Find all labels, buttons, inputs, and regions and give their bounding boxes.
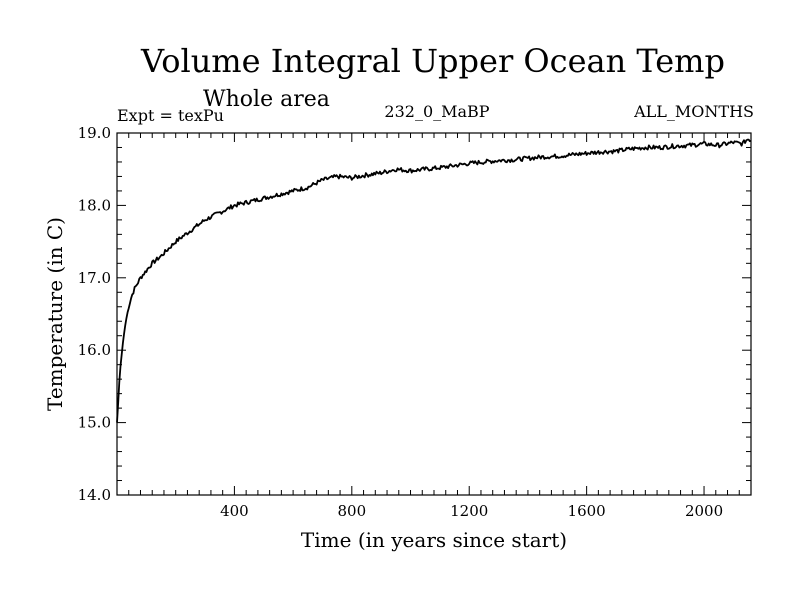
series-line [116, 138, 752, 423]
chart-subtitle: Whole area [203, 87, 330, 112]
y-tick-label: 15.0 [78, 414, 111, 432]
y-tick-label: 19.0 [78, 124, 111, 142]
x-tick-label: 1600 [568, 502, 606, 520]
y-tick-label: 18.0 [78, 196, 111, 214]
y-tick-label: 14.0 [78, 486, 111, 504]
y-tick-label: 17.0 [78, 269, 111, 287]
experiment-label: Expt = texPu [117, 106, 224, 125]
y-axis-label: Temperature (in C) [43, 217, 67, 411]
x-tick-label: 1200 [450, 502, 488, 520]
x-tick-label: 400 [220, 502, 249, 520]
x-tick-label: 800 [337, 502, 366, 520]
x-axis-label: Time (in years since start) [301, 528, 567, 552]
y-tick-label: 16.0 [78, 341, 111, 359]
chart-title: Volume Integral Upper Ocean Temp [140, 42, 725, 80]
axis-ticks [117, 132, 751, 496]
period-label: 232_0_MaBP [384, 102, 489, 121]
x-tick-label: 2000 [685, 502, 723, 520]
months-label: ALL_MONTHS [633, 102, 754, 121]
plot-frame [116, 132, 752, 496]
axis-tick-labels: 400 800 1200 1600 2000 14.0 15.0 16.0 17.0 18.0 19… [78, 124, 724, 520]
